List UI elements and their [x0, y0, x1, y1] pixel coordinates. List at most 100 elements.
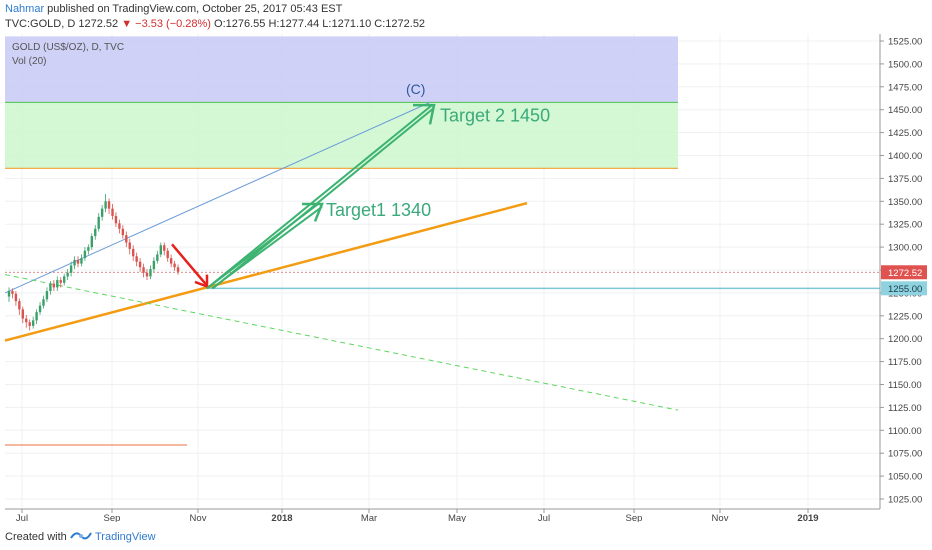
- x-tick-label: 2019: [797, 513, 818, 522]
- price-axis: 1025.00 1050.00 1075.00 1100.00 1125.00 1150.…: [879, 34, 927, 509]
- ohlc-values: O:1276.55 H:1277.44 L:1271.10 C:1272.52: [214, 18, 426, 30]
- candle-body: [149, 269, 152, 277]
- zone-green: [5, 102, 678, 169]
- level-price-badge: [881, 281, 927, 296]
- rising-support-line: [4, 201, 528, 342]
- candlesticks: [7, 193, 180, 331]
- candle-body: [87, 247, 90, 251]
- green-arrow-target2-inner: [212, 107, 435, 290]
- candle-body: [66, 272, 69, 277]
- candle-body: [69, 265, 73, 273]
- candle-body: [142, 267, 145, 273]
- last-price: 1272.52: [78, 18, 119, 30]
- candle-body: [100, 208, 104, 217]
- candle-body: [11, 291, 14, 294]
- candle-body: [94, 228, 97, 237]
- falling-dashed-line: [4, 274, 679, 411]
- y-tick-label: 1075.00: [888, 449, 922, 460]
- green-arrow-head-2: [413, 103, 436, 125]
- x-tick-label: 2018: [271, 513, 292, 522]
- candle-body: [49, 283, 52, 292]
- x-tick-label: May: [448, 513, 466, 522]
- current-price-badge: [881, 265, 927, 280]
- y-tick-label: 1500.00: [888, 59, 922, 70]
- candle-body: [76, 259, 80, 264]
- x-tick-label: Jul: [16, 513, 28, 522]
- chart-header: Nahmar published on TradingView.com, Oct…: [0, 0, 932, 34]
- candle-body: [118, 223, 121, 229]
- wave-c-label: (C): [406, 81, 425, 97]
- x-tick-label: Jul: [538, 513, 550, 522]
- target-zones: [5, 36, 678, 169]
- y-tick-label: 1150.00: [888, 380, 922, 391]
- candle-body: [28, 322, 31, 326]
- symbol-label: TVC:GOLD, D: [5, 18, 76, 30]
- candle-body: [59, 280, 62, 283]
- annotation-arrows: [171, 103, 436, 290]
- time-axis: Jul Sep Nov 2018 Mar May Jul Sep Nov 2019: [5, 508, 880, 522]
- y-tick-label: 1425.00: [888, 128, 922, 139]
- candle-body: [104, 201, 107, 209]
- candle-body: [166, 250, 169, 259]
- y-tick-label: 1025.00: [888, 495, 922, 506]
- y-tick-label: 1525.00: [888, 37, 922, 48]
- candle-body: [35, 312, 38, 321]
- candle-body: [111, 208, 114, 216]
- x-tick-label: Sep: [626, 513, 643, 522]
- level-price-badge-text: 1255.00: [888, 284, 922, 295]
- y-tick-label: 1300.00: [888, 243, 922, 254]
- y-tick-label: 1050.00: [888, 472, 922, 483]
- candle-body: [128, 242, 131, 249]
- candle-body: [42, 299, 45, 306]
- candle-body: [173, 263, 176, 268]
- y-tick-label: 1475.00: [888, 82, 922, 93]
- y-tick-label: 1175.00: [888, 357, 922, 368]
- y-tick-label: 1225.00: [888, 311, 922, 322]
- current-price-badge-text: 1272.52: [888, 268, 922, 279]
- green-arrow-head-1: [302, 202, 324, 222]
- candle-body: [73, 259, 76, 266]
- published-text: published on TradingView.com, October 25…: [44, 3, 343, 15]
- candle-body: [163, 245, 166, 251]
- price-change: −3.53 (−0.28%): [135, 18, 211, 30]
- trend-lines: [4, 101, 880, 446]
- candle-body: [159, 245, 162, 255]
- candle-body: [38, 305, 42, 313]
- channel-upper-line: [4, 101, 431, 294]
- candle-body: [21, 309, 24, 319]
- candle-body: [107, 201, 111, 209]
- candle-body: [45, 291, 49, 300]
- volume-indicator-label: Vol (20): [12, 56, 46, 67]
- x-tick-label: Sep: [104, 513, 121, 522]
- down-arrow-icon: ▼: [121, 18, 133, 30]
- candle-body: [156, 254, 159, 261]
- x-tick-label: Mar: [361, 513, 377, 522]
- candle-body: [176, 267, 180, 272]
- candle-body: [90, 236, 93, 248]
- candle-body: [169, 258, 173, 264]
- price-chart[interactable]: 1025.00 1050.00 1075.00 1100.00 1125.00 1150.…: [0, 34, 932, 522]
- x-tick-label: Nov: [712, 513, 729, 522]
- created-with-text: Created with: [5, 531, 67, 543]
- y-tick-label: 1375.00: [888, 174, 922, 185]
- zone-purple: [5, 36, 678, 103]
- tradingview-logo-icon: [70, 532, 92, 540]
- target1-label: Target1 1340: [326, 200, 431, 220]
- red-arrow-head: [194, 274, 209, 289]
- y-tick-label: 1325.00: [888, 220, 922, 231]
- y-tick-label: 1350.00: [888, 197, 922, 208]
- candle-body: [18, 301, 21, 310]
- author-link[interactable]: Nahmar: [5, 3, 45, 15]
- candle-body: [7, 291, 11, 297]
- candle-body: [125, 235, 128, 243]
- candle-body: [138, 261, 142, 268]
- tradingview-link[interactable]: TradingView: [95, 531, 156, 543]
- y-tick-label: 1400.00: [888, 151, 922, 162]
- candle-body: [132, 248, 135, 257]
- candle-body: [52, 283, 56, 288]
- red-down-arrow: [171, 243, 208, 287]
- candle-body: [152, 260, 156, 270]
- candle-body: [145, 272, 149, 277]
- y-tick-label: 1450.00: [888, 105, 922, 116]
- y-tick-label: 1125.00: [888, 403, 922, 414]
